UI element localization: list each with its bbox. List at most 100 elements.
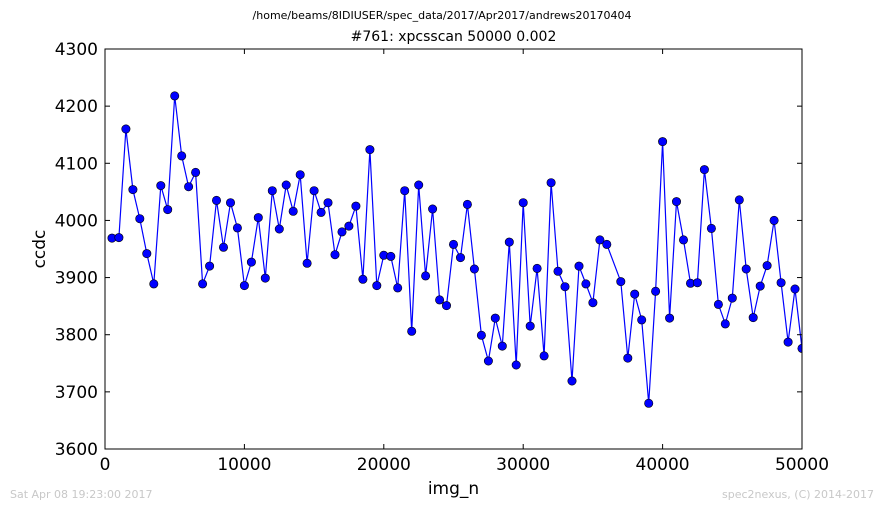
data-point	[734, 195, 744, 205]
data-point	[755, 281, 765, 291]
data-point	[135, 214, 145, 224]
data-point	[769, 215, 779, 225]
y-tick-label: 4100	[55, 154, 98, 174]
x-tick-label: 0	[100, 455, 111, 475]
y-tick-label: 3800	[55, 326, 98, 346]
data-point	[177, 151, 187, 161]
footer-credit: spec2nexus, (C) 2014-2017	[722, 488, 874, 501]
data-point	[539, 351, 549, 361]
data-point	[156, 181, 166, 191]
x-tick-label: 40000	[636, 455, 690, 475]
y-tick-label: 3700	[55, 383, 98, 403]
data-point	[323, 198, 333, 208]
data-point	[462, 199, 472, 209]
data-point	[567, 376, 577, 386]
data-point	[295, 170, 305, 180]
data-point	[455, 253, 465, 263]
x-axis-label: img_n	[427, 479, 480, 499]
data-point	[546, 178, 556, 188]
data-point	[309, 186, 319, 196]
data-point	[407, 326, 417, 336]
data-point	[511, 360, 521, 370]
data-point	[198, 279, 208, 289]
data-point	[163, 205, 173, 215]
data-point	[358, 274, 368, 284]
x-tick-label: 20000	[357, 455, 411, 475]
data-point	[448, 239, 458, 249]
chart-title: #761: xpcsscan 50000 0.002	[350, 29, 557, 45]
y-axis-label: ccdc	[30, 229, 50, 269]
data-point	[658, 137, 668, 147]
y-tick-label: 3900	[55, 269, 98, 289]
data-point	[574, 261, 584, 271]
data-point	[727, 293, 737, 303]
data-point	[602, 239, 612, 249]
y-tick-label: 4000	[55, 211, 98, 231]
data-point	[518, 198, 528, 208]
footer-timestamp: Sat Apr 08 19:23:00 2017	[10, 488, 153, 501]
axes-layer	[104, 48, 803, 450]
data-point	[274, 224, 284, 234]
data-point	[776, 278, 786, 288]
data-point	[386, 251, 396, 261]
data-point	[365, 145, 375, 155]
data-point	[414, 180, 424, 190]
data-point	[435, 295, 445, 305]
data-point	[616, 277, 626, 287]
data-point	[246, 257, 256, 267]
data-point	[490, 313, 500, 323]
data-point	[288, 206, 298, 216]
data-point	[532, 263, 542, 273]
data-point	[400, 186, 410, 196]
data-point	[441, 301, 451, 311]
data-point	[706, 223, 716, 233]
figure-suptitle: /home/beams/8IDIUSER/spec_data/2017/Apr2…	[252, 9, 632, 22]
data-point	[212, 195, 222, 205]
data-point	[170, 91, 180, 101]
data-point	[588, 298, 598, 308]
data-point	[741, 264, 751, 274]
data-point	[720, 319, 730, 329]
data-point	[483, 356, 493, 366]
data-point	[692, 278, 702, 288]
data-point	[260, 273, 270, 283]
data-point	[351, 201, 361, 211]
series-line	[111, 95, 802, 404]
data-point	[581, 279, 591, 289]
data-point	[142, 249, 152, 259]
data-point	[226, 198, 236, 208]
data-point	[428, 204, 438, 214]
y-tick-label: 4300	[55, 40, 98, 60]
data-point	[421, 271, 431, 281]
data-point	[281, 180, 291, 190]
ticks-layer: 0 10000 20000 30000 40000 50000 3600 3700 3800 39…	[55, 40, 829, 475]
data-point	[232, 223, 242, 233]
data-point	[476, 330, 486, 340]
data-point	[121, 124, 131, 134]
data-point	[330, 250, 340, 260]
data-point	[253, 213, 263, 223]
data-point	[372, 281, 382, 291]
data-point	[504, 237, 514, 247]
data-point	[239, 281, 249, 291]
data-point	[128, 185, 138, 195]
data-point	[525, 321, 535, 331]
data-point	[337, 227, 347, 237]
data-point	[762, 261, 772, 271]
data-point	[469, 264, 479, 274]
data-point	[790, 284, 800, 294]
data-point	[497, 341, 507, 351]
data-point	[699, 165, 709, 175]
x-tick-label: 10000	[217, 455, 271, 475]
data-point	[302, 258, 312, 268]
data-point	[637, 315, 647, 325]
data-point	[630, 289, 640, 299]
data-point	[671, 197, 681, 207]
data-point	[191, 167, 201, 177]
data-point	[393, 283, 403, 293]
data-point	[553, 266, 563, 276]
data-point	[748, 313, 758, 323]
y-tick-label: 4200	[55, 97, 98, 117]
axes-frame	[104, 48, 803, 450]
